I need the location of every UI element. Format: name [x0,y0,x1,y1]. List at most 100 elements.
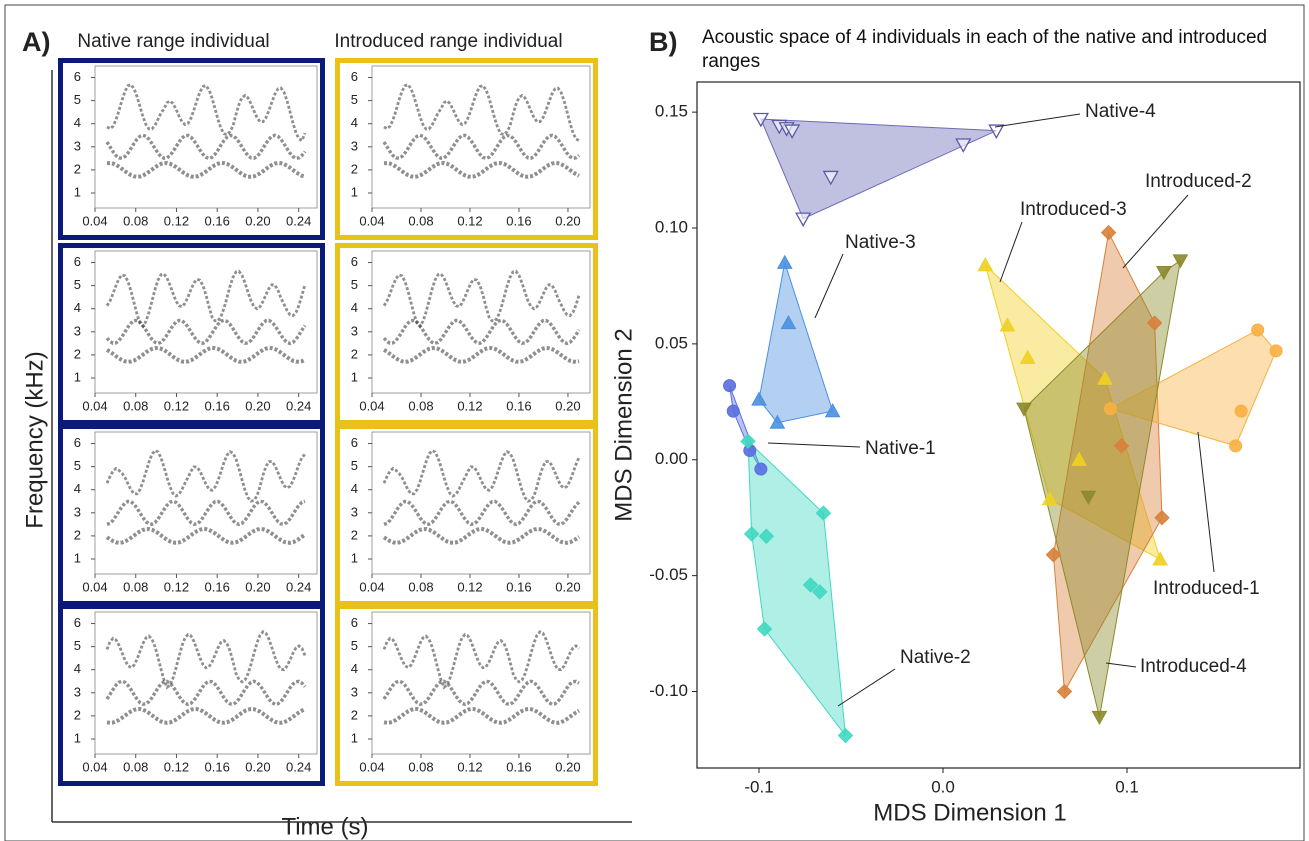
y-tick-label: 3 [351,323,358,338]
point [1229,439,1243,453]
y-tick-label: 2 [74,346,81,361]
point [1091,710,1108,726]
point [1146,315,1163,331]
point [822,170,839,186]
y-tick-label: 2 [74,707,81,722]
x-tick-label: 0.16 [506,759,531,774]
column-title: Native range individual [77,31,269,52]
x-tick-label: 0.16 [205,759,230,774]
y-tick-label: 5 [74,458,81,473]
y-tick-label: 3 [74,504,81,519]
y-tick-label: 5 [74,92,81,107]
y-tick-label: 1 [74,550,81,565]
y-tick-label: 3 [74,323,81,338]
x-tick-label: 0.12 [164,398,189,413]
point [1113,438,1130,454]
x-tick-label: 0.20 [555,759,580,774]
y-axis-label: MDS Dimension 2 [610,328,637,521]
x-axis-label: Time (s) [281,813,368,840]
point [780,314,797,330]
point [1071,451,1088,466]
y-tick-label: 1 [74,369,81,384]
x-tick-label: 0.16 [506,398,531,413]
x-tick-label: 0.20 [245,759,270,774]
y-tick-label: 3 [351,138,358,153]
spectrogram-trace [382,526,581,545]
labels: Native-4 Native-3 Native-1 Native-2 Introduc… [767,101,1260,707]
point [1100,224,1117,241]
y-tick-label: 4 [351,115,358,130]
y-tick-label: 4 [351,481,358,496]
x-tick-label: 0.20 [555,398,580,413]
spectrogram-area [371,611,591,755]
spectrogram-area [94,250,318,394]
series-label: Native-2 [900,647,971,668]
point [1251,323,1265,337]
chart-title: Acoustic space of 4 individuals in each … [702,27,1268,72]
x-tick-label: 0.20 [555,213,580,228]
x-tick-label: 0.08 [123,579,148,594]
x-tick-label: 0.12 [457,759,482,774]
x-tick-label: 0.08 [123,759,148,774]
y-tick-label: 1 [351,550,358,565]
y-tick-label: 6 [74,615,81,630]
spectrogram-trace [382,630,580,690]
spectrogram-trace [106,706,306,725]
point [756,621,773,637]
point [758,528,775,544]
y-tick-label: 2 [74,527,81,542]
point [837,727,854,744]
spectrogram-trace [382,269,581,329]
x-tick-label: 0.20 [245,579,270,594]
y-tick-label: 1 [351,369,358,384]
spectrogram-trace [383,83,580,142]
spectrogram-trace [382,133,581,161]
spectrogram-trace [106,499,306,527]
column-title: Introduced range individual [334,31,562,52]
spectrogram-trace [105,133,307,161]
x-tick-label: 0.04 [82,759,107,774]
series-label: Introduced-4 [1140,656,1247,677]
y-tick-label: 2 [351,161,358,176]
hull [758,262,834,424]
y-tick-label: 6 [74,69,81,84]
y-tick-label: 6 [351,435,358,450]
x-tick-label: 0.04 [359,759,384,774]
y-tick-label: 4 [74,115,81,130]
x-tick-label: 0.24 [286,759,311,774]
y-tick-label: 4 [351,300,358,315]
plot-frame [696,81,1301,769]
series-label: Introduced-2 [1145,171,1252,192]
point [1016,402,1032,417]
x-tick-label: 0.16 [205,579,230,594]
y-tick-label: 4 [74,481,81,496]
y-tick-label: 4 [74,300,81,315]
x-tick-label: 0.16 [506,579,531,594]
y-tick-label: 2 [351,346,358,361]
leader-line [767,442,861,448]
y-tick-label: 6 [74,435,81,450]
point [1080,490,1097,505]
spectrogram-trace [383,499,581,527]
x-tick-label: 0.24 [286,579,311,594]
y-tick-label: 0.10 [655,217,688,236]
y-tick-label: 1 [351,730,358,745]
x-tick-label: 0.16 [506,213,531,228]
y-tick-label: 5 [74,277,81,292]
leader-line [1105,662,1137,668]
x-tick-label: 0.08 [408,759,433,774]
x-tick-label: 0.24 [286,213,311,228]
spectrogram-trace [105,448,307,503]
y-tick-label: 5 [74,638,81,653]
spectrogram-trace [382,679,580,707]
y-tick-label: 5 [351,277,358,292]
y-tick-label: 2 [351,527,358,542]
series-label: Native-4 [1085,101,1156,122]
series-label: Introduced-1 [1153,578,1260,599]
spectrogram-trace [105,630,307,690]
figure-border [4,4,1305,841]
point [1154,509,1170,526]
leader-line [814,253,844,319]
point [1152,551,1169,566]
